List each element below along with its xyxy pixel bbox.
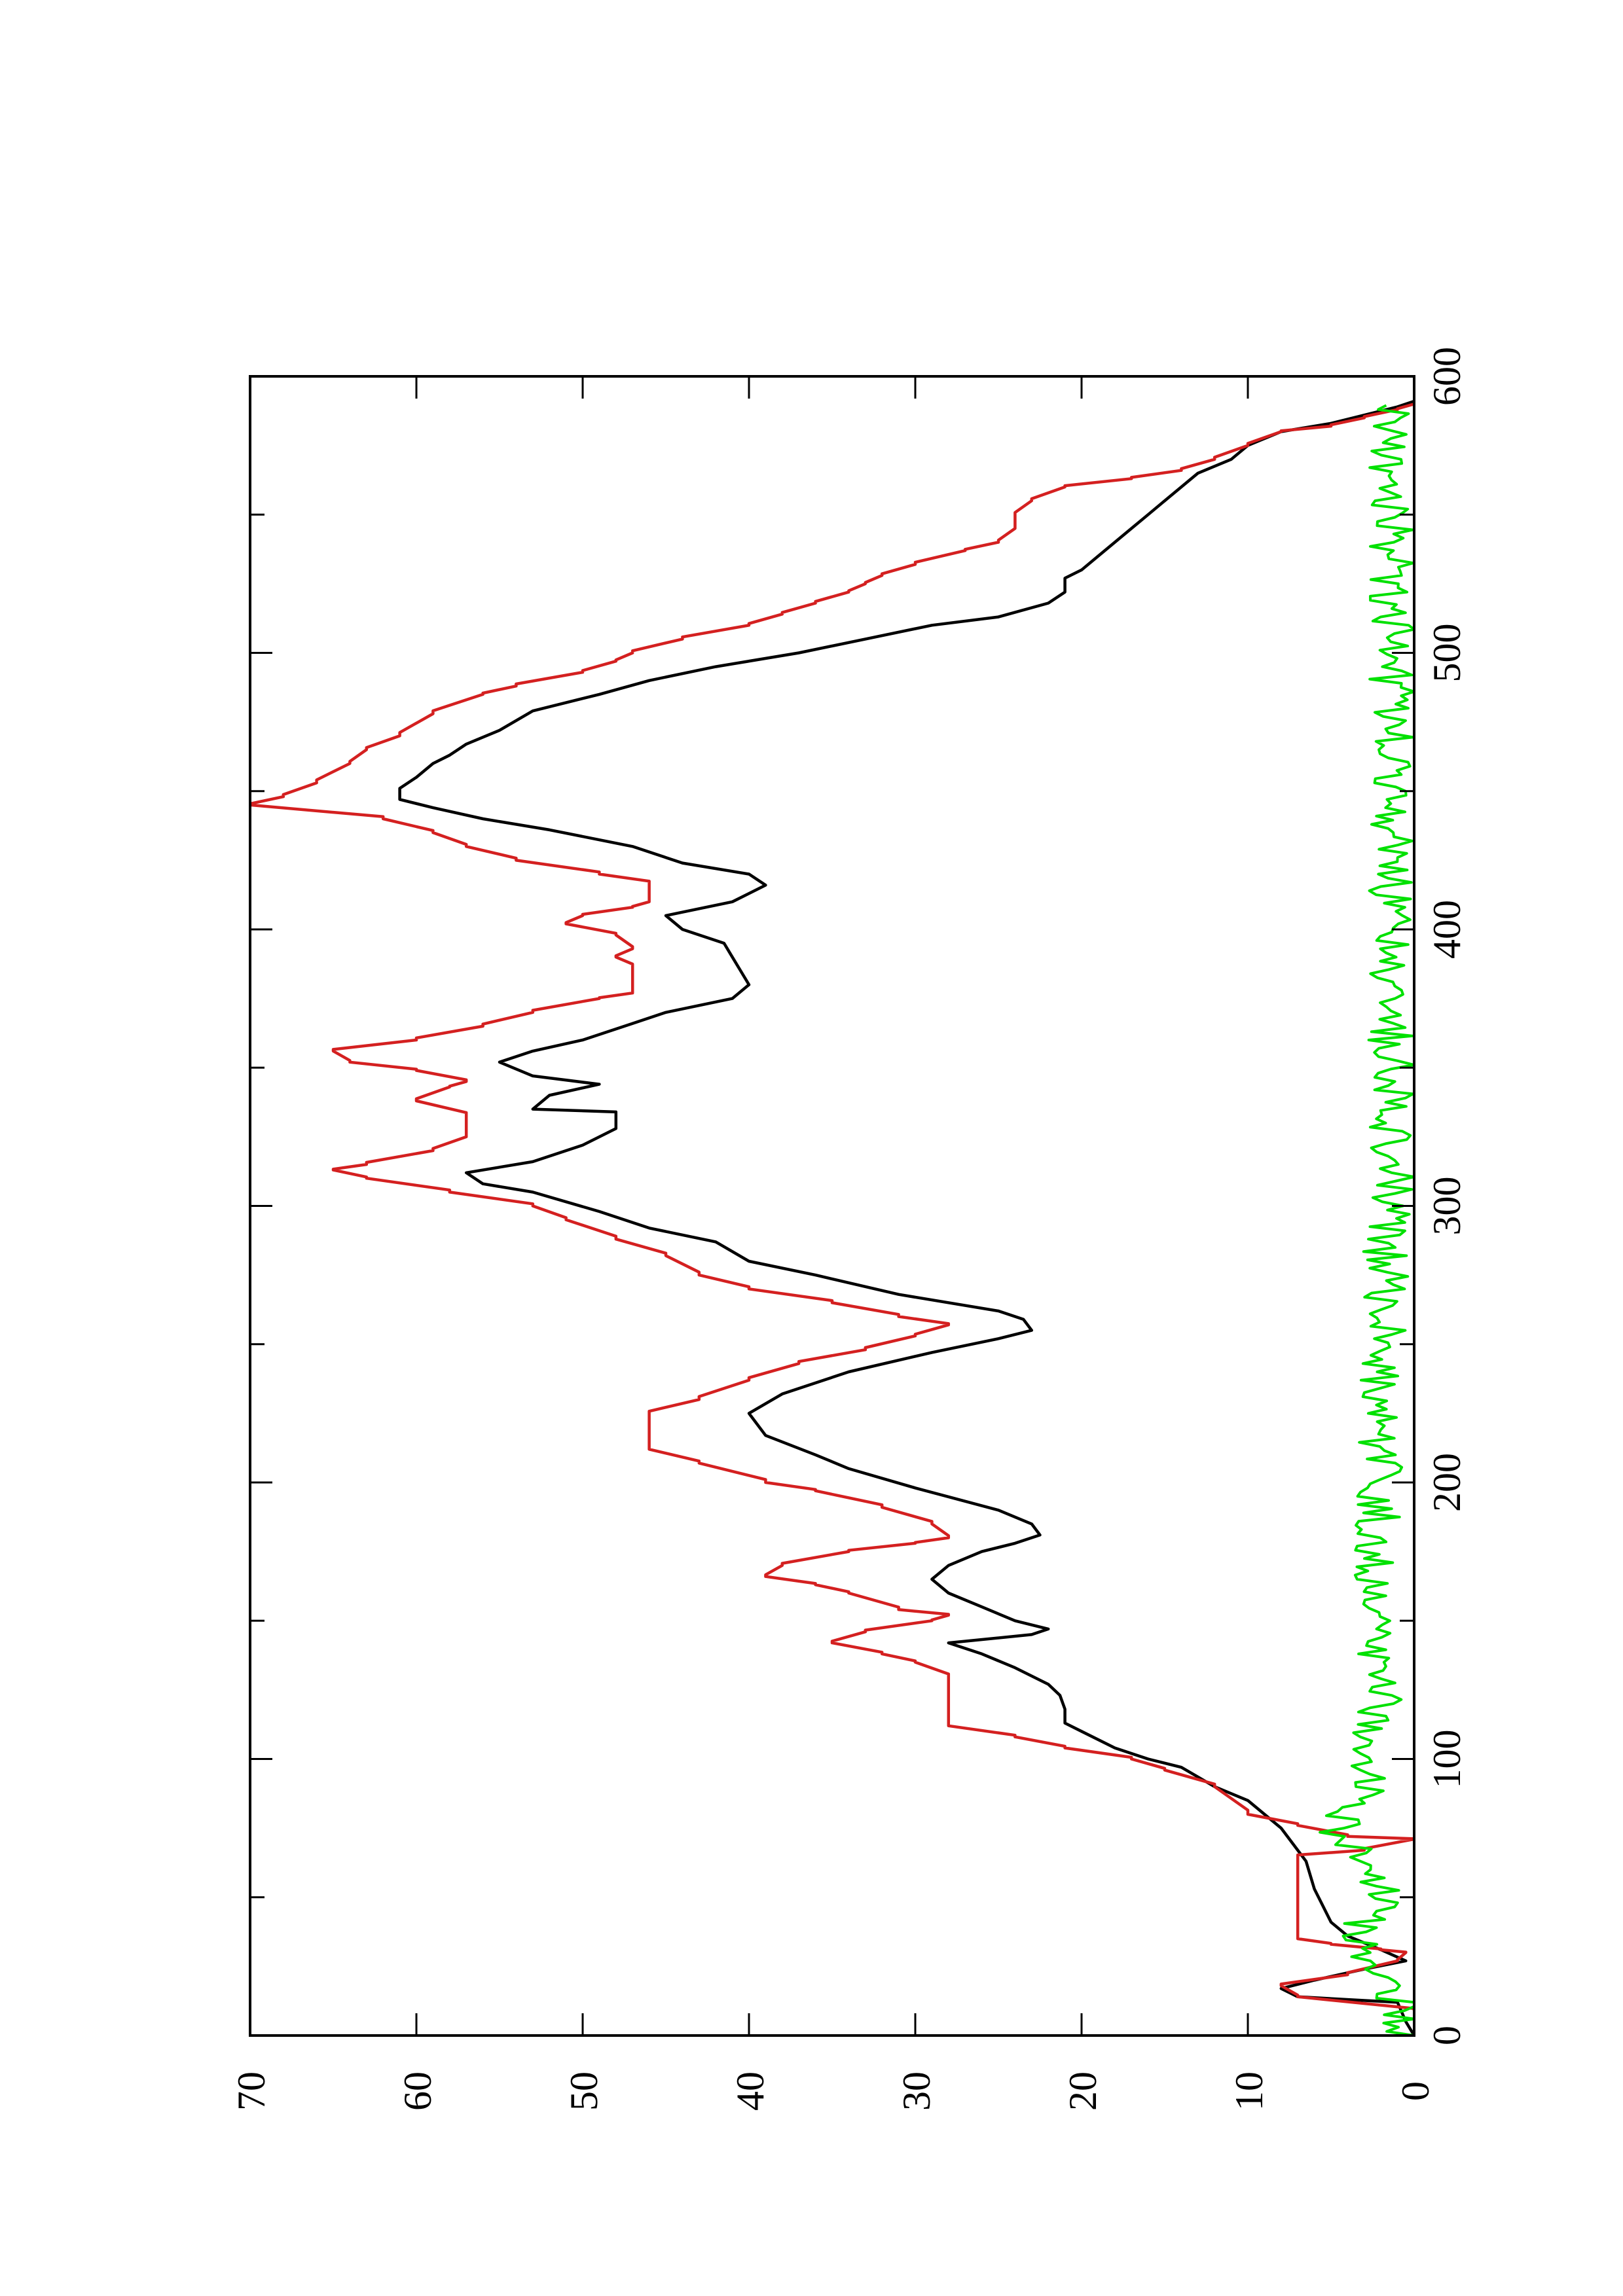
x-tick-label: 600	[1425, 347, 1468, 406]
x-tick-label: 500	[1425, 624, 1468, 683]
y-tick-label: 30	[895, 2072, 938, 2111]
y-tick-label: 50	[562, 2072, 606, 2111]
y-tick-label: 20	[1061, 2072, 1104, 2111]
axes: 0 100 200 300 400 500 600 0 10 20 30 40 50 60 70	[230, 347, 1468, 2111]
y-tick-label: 60	[396, 2072, 439, 2111]
series-line-1	[398, 399, 1414, 2036]
x-tick-label: 400	[1425, 900, 1468, 959]
x-tick-label: 300	[1425, 1177, 1468, 1236]
series-group	[250, 399, 1414, 2036]
y-tick-label: 0	[1394, 2081, 1437, 2101]
series-line-2	[250, 403, 1414, 2011]
x-tick-label: 100	[1425, 1730, 1468, 1789]
x-tick-label: 200	[1425, 1453, 1468, 1512]
plot-frame	[249, 375, 1415, 2037]
series-line-3	[1319, 404, 1414, 2036]
plot-area	[250, 399, 1414, 2036]
y-tick-label: 40	[729, 2072, 772, 2111]
y-tick-label: 70	[230, 2072, 273, 2111]
x-tick-label: 0	[1425, 2026, 1468, 2045]
y-tick-label: 10	[1228, 2072, 1271, 2111]
